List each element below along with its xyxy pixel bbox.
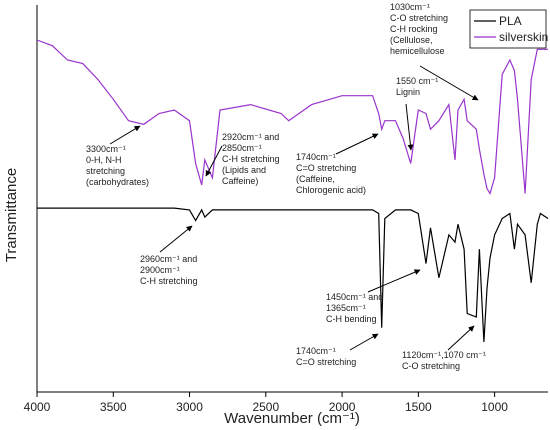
x-tick-label: 1000: [481, 400, 508, 414]
annotation-text: (Lipids and: [222, 165, 266, 175]
annotation-text: C-H stretching: [140, 276, 198, 286]
annotation-text: Lignin: [396, 87, 420, 97]
annotation-text: stretching: [86, 166, 125, 176]
legend-label: silverskin: [499, 30, 548, 44]
annotation-text: (Caffeine,: [296, 174, 335, 184]
y-axis-label: Transmittance: [3, 168, 20, 262]
annotation-text: Chlorogenic acid): [296, 185, 366, 195]
series-line: [37, 207, 549, 343]
annotation-arrow: [405, 103, 414, 151]
x-tick-label: 1500: [405, 400, 432, 414]
legend-label: PLA: [499, 14, 522, 28]
annotation: 1740cm⁻¹C=O stretching: [296, 333, 379, 367]
annotation: 3300cm⁻¹0-H, N-Hstretching(carbohydrates…: [86, 125, 149, 187]
annotation-text: 1120cm⁻¹,1070 cm⁻¹: [402, 350, 486, 360]
x-tick-label: 3500: [100, 400, 127, 414]
annotation-text: 3300cm⁻¹: [86, 144, 126, 154]
legend-box: [469, 9, 547, 49]
annotation-text: 1365cm⁻¹: [326, 303, 366, 313]
annotation-arrow: [419, 65, 479, 101]
x-tick-label: 3000: [176, 400, 203, 414]
annotation-text: 1030cm⁻¹: [390, 2, 430, 12]
annotation-text: (carbohydrates): [86, 177, 149, 187]
series-line: [36, 39, 548, 195]
annotation-text: (Cellulose,: [390, 35, 433, 45]
annotation-text: C=O stretching: [296, 163, 356, 173]
x-tick-label: 4000: [24, 400, 51, 414]
annotation-text: 1740cm⁻¹: [296, 346, 336, 356]
annotation-text: 1550 cm⁻¹: [396, 76, 438, 86]
annotation-text: Caffeine): [222, 176, 258, 186]
annotation-text: 1450cm⁻¹ and: [326, 292, 383, 302]
annotation-text: C-H stretching: [222, 154, 280, 164]
annotation-text: hemicellulose: [390, 46, 445, 56]
annotation: 1120cm⁻¹,1070 cm⁻¹C-O stretching: [402, 325, 486, 371]
annotation-arrow: [159, 225, 193, 253]
annotation-text: 2850cm⁻¹: [222, 143, 262, 153]
legend: PLA silverskin: [469, 9, 548, 49]
annotation-text: 2960cm⁻¹ and: [140, 254, 197, 264]
x-tick-label: 2000: [329, 400, 356, 414]
annotation-arrow: [349, 333, 379, 351]
x-tick-label: 2500: [252, 400, 279, 414]
annotation-arrow: [335, 133, 379, 155]
annotation-text: C-O stretching: [402, 361, 460, 371]
annotation-text: 0-H, N-H: [86, 155, 122, 165]
annotation-arrow: [205, 145, 223, 177]
annotation: 1740cm⁻¹C=O stretching(Caffeine,Chloroge…: [296, 133, 379, 195]
annotation-arrow: [447, 325, 475, 351]
annotation-text: C-H bending: [326, 314, 377, 324]
annotation-text: C=O stretching: [296, 357, 356, 367]
annotation-text: 2900cm⁻¹: [140, 265, 180, 275]
annotation-text: 2920cm⁻¹ and: [222, 132, 279, 142]
annotation-text: C-O stretching: [390, 13, 448, 23]
annotation-text: 1740cm⁻¹: [296, 152, 336, 162]
x-axis-label: Wavenumber (cm⁻¹): [224, 410, 360, 427]
annotation-arrow: [109, 125, 141, 145]
annotation-text: C-H rocking: [390, 24, 438, 34]
annotation-arrow: [367, 269, 421, 293]
